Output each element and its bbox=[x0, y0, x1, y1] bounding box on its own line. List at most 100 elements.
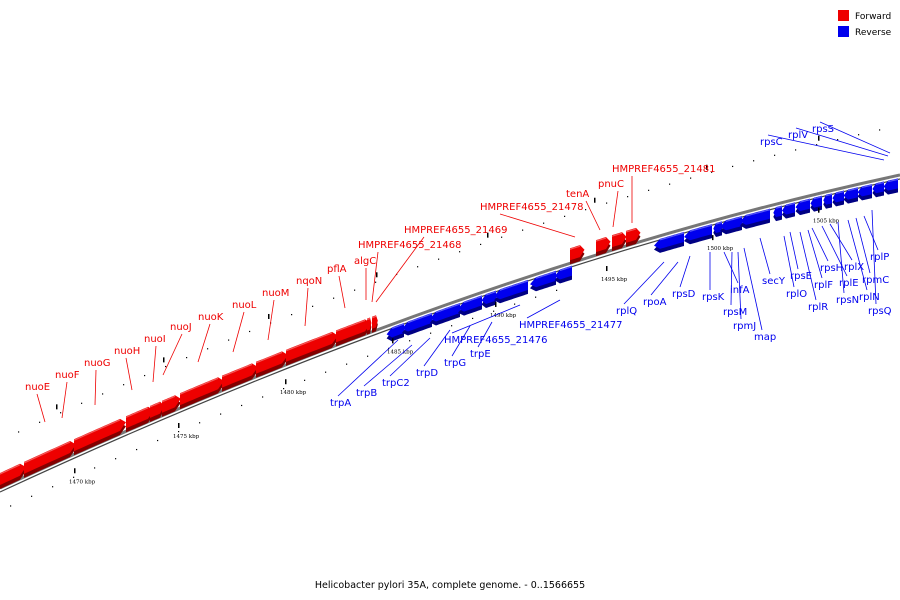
reverse-gene-label: rpsK bbox=[702, 292, 725, 303]
forward-gene-label: nuoG bbox=[84, 358, 111, 369]
forward-gene-label: nuoE bbox=[25, 382, 50, 393]
forward-swatch bbox=[838, 10, 849, 21]
reverse-gene-label: rplV bbox=[788, 130, 808, 141]
tick-label: 1470 kbp bbox=[69, 479, 96, 485]
reverse-gene-block bbox=[481, 290, 497, 309]
reverse-gene-label: rplX bbox=[844, 262, 864, 273]
forward-gene-block bbox=[595, 237, 611, 257]
forward-gene-block bbox=[366, 317, 372, 335]
reverse-gene-block bbox=[781, 202, 796, 219]
forward-gene-label: nqoN bbox=[296, 276, 322, 287]
reverse-gene-block bbox=[430, 302, 461, 326]
forward-gene-block bbox=[149, 401, 165, 422]
legend: Forward Reverse bbox=[838, 10, 892, 38]
forward-gene-label: nuoI bbox=[144, 334, 166, 345]
reverse-gene-block bbox=[883, 178, 899, 195]
tick-label: 1500 kbp bbox=[707, 246, 734, 252]
scale-markers: 1470 kbp 1475 kbp 1480 kbp 1485 kbp 1490 kbp… bbox=[10, 129, 881, 507]
tick-label: 1490 kbp bbox=[490, 313, 517, 319]
forward-gene-block bbox=[625, 227, 641, 247]
reverse-gene-label: HMPREF4655_21477 bbox=[519, 320, 622, 331]
reverse-gene-block bbox=[832, 190, 845, 207]
reverse-gene-label: rplO bbox=[786, 289, 807, 300]
reverse-gene-block bbox=[720, 215, 743, 235]
forward-gene-block bbox=[569, 245, 585, 265]
forward-gene-label: algC bbox=[354, 256, 376, 267]
reverse-gene-label: trpE bbox=[470, 349, 491, 360]
reverse-gene-block bbox=[843, 187, 859, 204]
reverse-gene-block bbox=[554, 265, 573, 284]
reverse-gene-label: trpG bbox=[444, 358, 466, 369]
forward-gene-block bbox=[285, 331, 338, 366]
tick-mark bbox=[818, 207, 820, 213]
forward-gene-label: HMPREF4655_21478 bbox=[480, 202, 583, 213]
reverse-swatch bbox=[838, 26, 849, 37]
reverse-gene-label: rpsE bbox=[790, 271, 812, 282]
reverse-gene-label: rpsM bbox=[723, 307, 747, 318]
reverse-gene-label: rplQ bbox=[616, 306, 637, 317]
tick-label: 1505 kbp bbox=[813, 219, 840, 225]
forward-gene-block bbox=[0, 463, 26, 489]
reverse-gene-label: trpC2 bbox=[382, 378, 410, 389]
reverse-gene-label: rpsC bbox=[760, 137, 783, 148]
reverse-gene-label: rpsS bbox=[812, 124, 834, 135]
reverse-gene-label: rplP bbox=[870, 252, 889, 263]
reverse-gene-label: HMPREF4655_21476 bbox=[444, 335, 547, 346]
reverse-gene-block bbox=[740, 208, 771, 229]
tick-mark bbox=[706, 164, 708, 170]
reverse-gene-label: rplF bbox=[814, 280, 833, 291]
tick-mark bbox=[178, 423, 180, 429]
reverse-gene-block bbox=[713, 221, 723, 238]
reverse-gene-block bbox=[458, 295, 483, 316]
forward-gene-label: HMPREF4655_21468 bbox=[358, 240, 461, 251]
reverse-gene-label: trpA bbox=[330, 398, 351, 409]
tick-mark bbox=[268, 313, 270, 319]
legend-forward-label: Forward bbox=[855, 12, 891, 22]
reverse-gene-label: rpsD bbox=[672, 289, 696, 300]
tick-mark bbox=[392, 338, 394, 344]
reverse-gene-block bbox=[872, 181, 885, 198]
reverse-gene-label: rpoA bbox=[643, 297, 667, 308]
reverse-gene-label: rpsN bbox=[836, 295, 859, 306]
forward-gene-block bbox=[125, 406, 154, 433]
reverse-gene-label: rpsQ bbox=[868, 306, 892, 317]
tick-label: 1480 kbp bbox=[280, 390, 307, 396]
forward-gene-label: nuoF bbox=[55, 370, 80, 381]
reverse-gene-label: secY bbox=[762, 276, 786, 287]
forward-gene-block bbox=[371, 315, 378, 333]
reverse-gene-block bbox=[857, 184, 873, 201]
forward-gene-block bbox=[23, 441, 76, 478]
tick-mark bbox=[606, 266, 608, 272]
forward-gene-block bbox=[73, 418, 126, 456]
reverse-gene-label: rpmC bbox=[862, 275, 889, 286]
reverse-gene-block bbox=[773, 205, 783, 222]
reverse-gene-block bbox=[654, 231, 685, 253]
forward-gene-block bbox=[161, 395, 181, 417]
reverse-gene-block bbox=[402, 312, 433, 336]
reverse-gene-block bbox=[810, 195, 823, 212]
tick-label: 1495 kbp bbox=[601, 277, 628, 283]
tick-label: 1475 kbp bbox=[173, 434, 200, 440]
forward-gene-block bbox=[221, 363, 258, 392]
forward-gene-label: tenA bbox=[566, 189, 589, 200]
reverse-gene-label: rplR bbox=[808, 302, 828, 313]
reverse-gene-block bbox=[530, 270, 557, 292]
forward-gene-label: nuoH bbox=[114, 346, 140, 357]
forward-gene-label: pnuC bbox=[598, 179, 624, 190]
forward-gene-label: nuoL bbox=[232, 300, 257, 311]
legend-reverse-label: Reverse bbox=[855, 28, 892, 38]
reverse-gene-label: rpmJ bbox=[733, 321, 756, 332]
tick-mark bbox=[376, 272, 378, 278]
reverse-gene-label: trpD bbox=[416, 368, 438, 379]
reverse-gene-label: map bbox=[754, 332, 776, 343]
reverse-gene-block bbox=[494, 279, 529, 304]
forward-gene-label: pflA bbox=[327, 264, 347, 275]
tick-mark bbox=[56, 404, 58, 410]
tick-mark bbox=[163, 357, 165, 363]
forward-gene-label: nuoJ bbox=[170, 322, 192, 333]
tick-mark bbox=[74, 468, 76, 474]
forward-gene-label: HMPREF4655_21481 bbox=[612, 164, 715, 175]
